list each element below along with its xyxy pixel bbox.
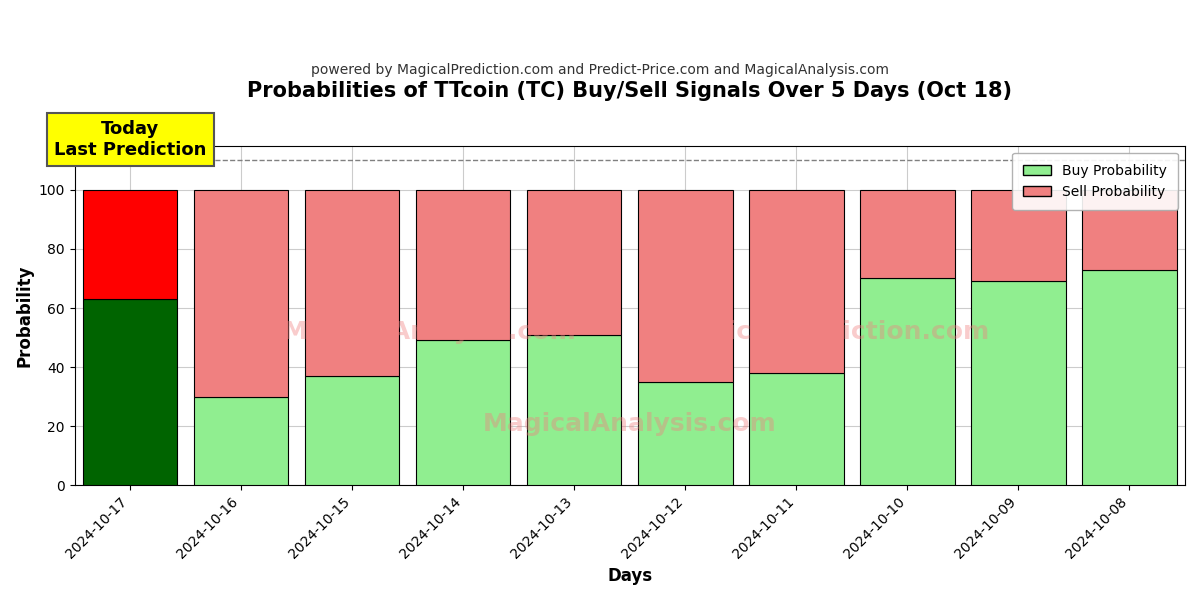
- Bar: [194, 190, 288, 397]
- Bar: [1082, 190, 1177, 269]
- Bar: [527, 335, 622, 485]
- Bar: [1082, 269, 1177, 485]
- Bar: [971, 281, 1066, 485]
- Bar: [638, 190, 732, 382]
- Title: Probabilities of TTcoin (TC) Buy/Sell Signals Over 5 Days (Oct 18): Probabilities of TTcoin (TC) Buy/Sell Si…: [247, 81, 1013, 101]
- Bar: [749, 373, 844, 485]
- Text: MagicalAnalysis.com: MagicalAnalysis.com: [482, 412, 776, 436]
- Bar: [416, 340, 510, 485]
- Text: MagicalAnalysis.com: MagicalAnalysis.com: [283, 320, 577, 344]
- Text: Today
Last Prediction: Today Last Prediction: [54, 120, 206, 159]
- Bar: [416, 190, 510, 340]
- Bar: [638, 382, 732, 485]
- Bar: [971, 190, 1066, 281]
- Bar: [305, 376, 400, 485]
- Text: MagicalPrediction.com: MagicalPrediction.com: [670, 320, 990, 344]
- Bar: [860, 278, 955, 485]
- X-axis label: Days: Days: [607, 567, 653, 585]
- Bar: [527, 190, 622, 335]
- Text: powered by MagicalPrediction.com and Predict-Price.com and MagicalAnalysis.com: powered by MagicalPrediction.com and Pre…: [311, 63, 889, 77]
- Bar: [194, 397, 288, 485]
- Bar: [860, 190, 955, 278]
- Bar: [83, 190, 178, 299]
- Bar: [749, 190, 844, 373]
- Bar: [305, 190, 400, 376]
- Bar: [83, 299, 178, 485]
- Legend: Buy Probability, Sell Probability: Buy Probability, Sell Probability: [1012, 152, 1178, 210]
- Y-axis label: Probability: Probability: [16, 264, 34, 367]
